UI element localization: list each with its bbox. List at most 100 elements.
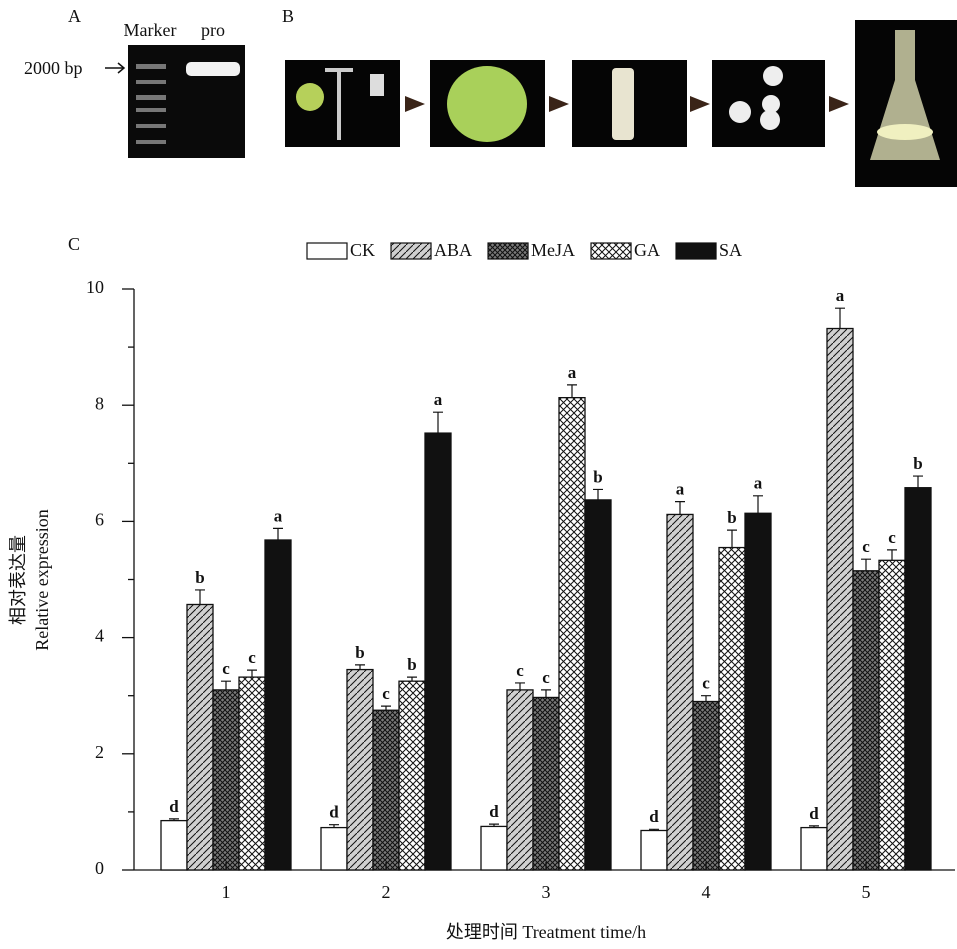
legend-label: SA bbox=[719, 240, 742, 260]
error-bar bbox=[675, 502, 685, 515]
legend-label: GA bbox=[634, 240, 660, 260]
error-bar bbox=[887, 550, 897, 560]
significance-label: c bbox=[248, 648, 256, 667]
bar bbox=[213, 690, 239, 870]
legend-label: MeJA bbox=[531, 240, 575, 260]
bar bbox=[399, 681, 425, 870]
bar bbox=[347, 670, 373, 870]
legend-swatch bbox=[488, 243, 528, 259]
error-bar bbox=[727, 530, 737, 547]
legend-swatch bbox=[391, 243, 431, 259]
x-tick-label: 5 bbox=[862, 882, 871, 902]
bar bbox=[321, 828, 347, 870]
significance-label: c bbox=[862, 537, 870, 556]
bar bbox=[265, 540, 291, 870]
lane-label: pro bbox=[201, 20, 225, 40]
significance-label: a bbox=[676, 480, 685, 499]
significance-label: b bbox=[913, 454, 922, 473]
gel-image bbox=[128, 45, 245, 158]
lane-label: Marker bbox=[124, 20, 177, 40]
bar bbox=[801, 828, 827, 870]
legend-swatch bbox=[591, 243, 631, 259]
panel-label: B bbox=[282, 6, 294, 26]
x-tick-label: 1 bbox=[222, 882, 231, 902]
significance-label: d bbox=[489, 802, 499, 821]
significance-label: d bbox=[329, 803, 339, 822]
error-bar bbox=[195, 590, 205, 605]
error-bar bbox=[541, 690, 551, 698]
significance-label: b bbox=[407, 655, 416, 674]
y-tick-label: 6 bbox=[95, 510, 104, 530]
marker-label: 2000 bp bbox=[24, 58, 83, 78]
x-tick-label: 4 bbox=[702, 882, 711, 902]
y-tick-label: 8 bbox=[95, 393, 104, 413]
x-tick-label: 2 bbox=[382, 882, 391, 902]
error-bar bbox=[355, 665, 365, 670]
bar bbox=[373, 710, 399, 870]
significance-label: c bbox=[516, 661, 524, 680]
significance-label: c bbox=[888, 528, 896, 547]
significance-label: a bbox=[836, 286, 845, 305]
bar bbox=[827, 329, 853, 870]
marker-arrow bbox=[105, 63, 124, 73]
y-tick-label: 0 bbox=[95, 858, 104, 878]
error-bar bbox=[753, 496, 763, 513]
x-tick-label: 3 bbox=[542, 882, 551, 902]
bar bbox=[879, 560, 905, 870]
significance-label: a bbox=[568, 363, 577, 382]
significance-label: a bbox=[434, 390, 443, 409]
bar bbox=[161, 821, 187, 870]
legend-swatch bbox=[676, 243, 716, 259]
legend-label: CK bbox=[350, 240, 375, 260]
bar bbox=[559, 398, 585, 870]
significance-label: b bbox=[593, 467, 602, 486]
significance-label: a bbox=[754, 474, 763, 493]
error-bar bbox=[835, 308, 845, 328]
legend-swatch bbox=[307, 243, 347, 259]
significance-label: c bbox=[382, 684, 390, 703]
significance-label: c bbox=[222, 659, 230, 678]
significance-label: b bbox=[355, 643, 364, 662]
significance-label: b bbox=[195, 568, 204, 587]
y-axis-label: 相对表达量 bbox=[8, 535, 28, 625]
bar bbox=[533, 697, 559, 870]
bar bbox=[239, 677, 265, 870]
error-bar bbox=[861, 559, 871, 571]
error-bar bbox=[515, 683, 525, 690]
panel-label: C bbox=[68, 234, 80, 254]
figure: A Marker pro 2000 bp B C 相对表达量 Relative … bbox=[0, 0, 957, 949]
bar bbox=[507, 690, 533, 870]
significance-label: c bbox=[542, 668, 550, 687]
x-axis-label: 处理时间 Treatment time/h bbox=[446, 922, 646, 942]
bar bbox=[853, 571, 879, 870]
process-photos bbox=[285, 20, 957, 187]
bar bbox=[585, 500, 611, 870]
error-bar bbox=[567, 385, 577, 398]
y-tick-label: 2 bbox=[95, 742, 104, 762]
bar bbox=[187, 604, 213, 870]
significance-label: d bbox=[809, 804, 819, 823]
bar bbox=[667, 514, 693, 870]
significance-label: c bbox=[702, 674, 710, 693]
error-bar bbox=[221, 681, 231, 690]
significance-label: d bbox=[169, 797, 179, 816]
error-bar bbox=[247, 670, 257, 677]
error-bar bbox=[701, 696, 711, 702]
panel-label: A bbox=[68, 6, 81, 26]
significance-label: d bbox=[649, 807, 659, 826]
significance-label: b bbox=[727, 508, 736, 527]
y-axis-label: Relative expression bbox=[32, 509, 52, 650]
legend-label: ABA bbox=[434, 240, 472, 260]
error-bar bbox=[273, 528, 283, 540]
bar bbox=[481, 826, 507, 870]
bar bbox=[905, 488, 931, 870]
bar bbox=[641, 830, 667, 870]
significance-label: a bbox=[274, 506, 283, 525]
y-tick-label: 4 bbox=[95, 626, 104, 646]
error-bar bbox=[593, 489, 603, 499]
error-bar bbox=[433, 412, 443, 433]
bar bbox=[745, 513, 771, 870]
bar bbox=[693, 702, 719, 870]
bar bbox=[719, 548, 745, 870]
error-bar bbox=[913, 476, 923, 488]
